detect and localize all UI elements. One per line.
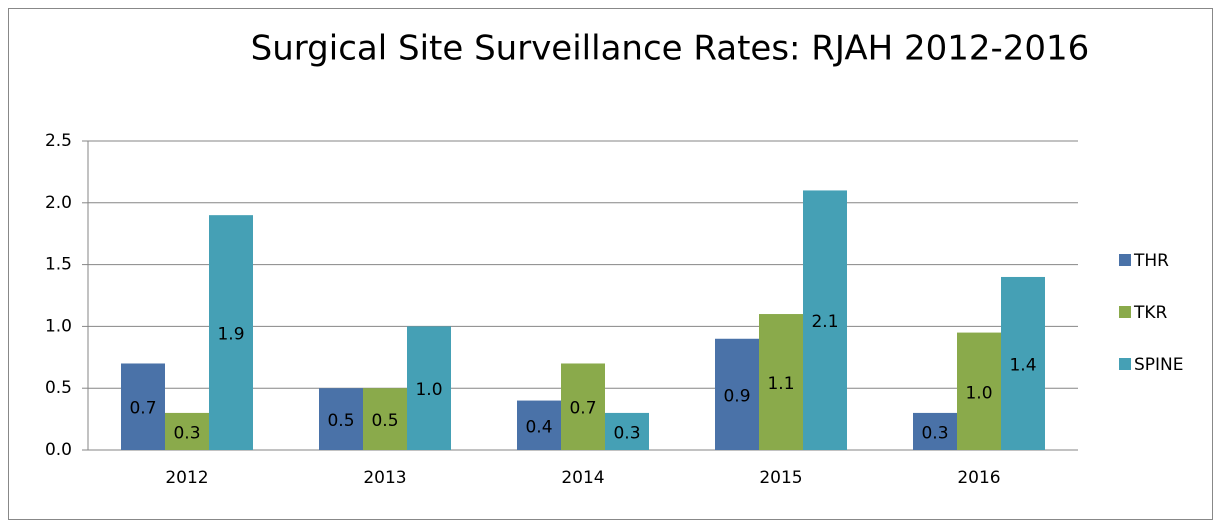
legend-swatch — [1119, 254, 1131, 266]
data-label: 1.9 — [217, 325, 244, 345]
x-tick-label: 2015 — [759, 468, 802, 488]
data-label: 0.7 — [569, 399, 596, 419]
bar — [715, 338, 759, 450]
y-tick-label: 1.5 — [45, 255, 72, 275]
y-tick-label: 2.0 — [45, 193, 72, 213]
data-label: 0.3 — [173, 423, 200, 443]
bar — [121, 363, 165, 450]
legend-label: THR — [1133, 251, 1169, 271]
y-tick-label: 1.0 — [45, 316, 72, 336]
data-label: 1.1 — [767, 374, 794, 394]
bar — [913, 412, 957, 450]
x-tick-label: 2013 — [363, 468, 406, 488]
y-tick-label: 2.5 — [45, 131, 72, 151]
bar — [561, 363, 605, 450]
data-label: 2.1 — [811, 312, 838, 332]
data-label: 0.9 — [723, 386, 750, 406]
data-label: 0.4 — [525, 417, 552, 437]
y-tick-label: 0.0 — [45, 440, 72, 460]
bar — [517, 400, 561, 450]
bar — [319, 388, 363, 450]
bar — [803, 190, 847, 450]
bar — [1001, 276, 1045, 450]
chart-title: Surgical Site Surveillance Rates: RJAH 2… — [251, 29, 1090, 69]
bar — [363, 388, 407, 450]
data-label: 0.5 — [371, 411, 398, 431]
bar — [407, 326, 451, 450]
bar — [605, 412, 649, 450]
data-label: 0.3 — [921, 423, 948, 443]
data-label: 1.0 — [965, 383, 992, 403]
x-tick-label: 2014 — [561, 468, 604, 488]
y-tick-label: 0.5 — [45, 378, 72, 398]
bar — [957, 332, 1001, 450]
data-label: 0.5 — [327, 411, 354, 431]
bar — [209, 215, 253, 450]
bar — [759, 314, 803, 450]
legend-label: SPINE — [1134, 355, 1184, 375]
x-tick-label: 2012 — [165, 468, 208, 488]
legend-label: TKR — [1133, 303, 1168, 323]
data-label: 0.7 — [129, 399, 156, 419]
data-label: 1.0 — [415, 380, 442, 400]
legend-swatch — [1119, 358, 1131, 370]
bar — [165, 412, 209, 450]
legend-swatch — [1119, 306, 1131, 318]
data-label: 0.3 — [613, 423, 640, 443]
data-label: 1.4 — [1009, 355, 1036, 375]
x-tick-label: 2016 — [957, 468, 1000, 488]
